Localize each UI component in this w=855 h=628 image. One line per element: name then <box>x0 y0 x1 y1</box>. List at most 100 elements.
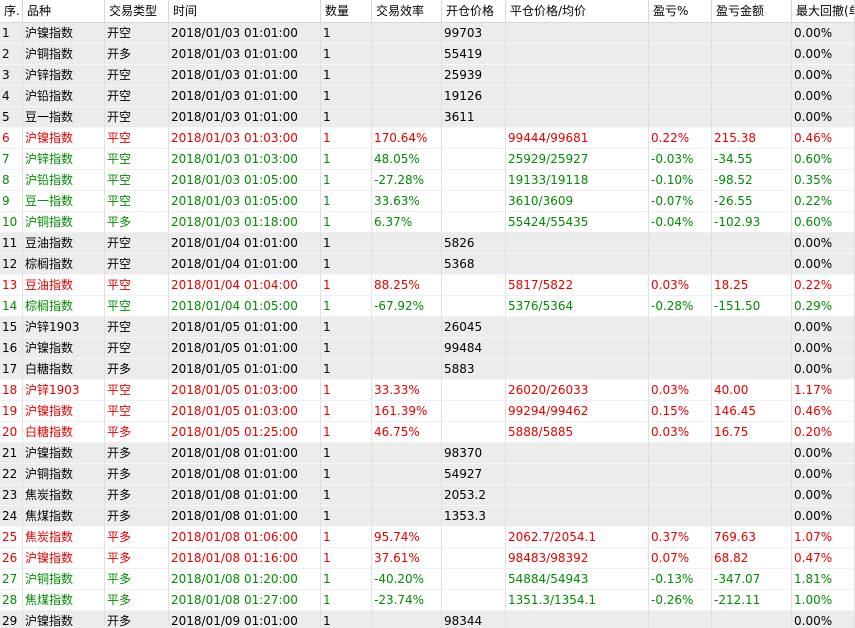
header-col-pnl-pct[interactable]: 盈亏% <box>649 0 712 22</box>
col-symbol-cell: 沪镍指数 <box>23 401 105 422</box>
table-row[interactable]: 9 豆一指数 平空 2018/01/03 01:05:00 1 33.63% 3610/36… <box>0 191 855 212</box>
col-efficiency-cell: 37.61% <box>372 548 442 569</box>
header-col-max-drawdown[interactable]: 最大回撤(单 <box>792 0 855 22</box>
header-col-open-price[interactable]: 开仓价格 <box>442 0 506 22</box>
col-symbol-cell: 沪铅指数 <box>23 86 105 107</box>
col-open-price-cell <box>442 296 506 317</box>
table-row[interactable]: 2 沪铜指数 开多 2018/01/03 01:01:00 1 55419 0.00% <box>0 44 855 65</box>
table-row[interactable]: 14 棕榈指数 平空 2018/01/04 01:05:00 1 -67.92% 5376/… <box>0 296 855 317</box>
table-row[interactable]: 19 沪镍指数 平空 2018/01/05 01:03:00 1 161.39% 99294… <box>0 401 855 422</box>
col-qty-cell: 1 <box>321 44 372 65</box>
col-index-cell: 8 <box>0 170 23 191</box>
col-time-cell: 2018/01/03 01:05:00 <box>169 191 321 212</box>
col-symbol-cell: 沪镍指数 <box>23 23 105 44</box>
col-pnl-amount-cell: 769.63 <box>712 527 792 548</box>
col-close-price-cell: 98483/98392 <box>506 548 649 569</box>
col-open-price-cell <box>442 275 506 296</box>
table-row[interactable]: 21 沪镍指数 开多 2018/01/08 01:01:00 1 98370 0.00% <box>0 443 855 464</box>
col-time-cell: 2018/01/08 01:01:00 <box>169 443 321 464</box>
table-row[interactable]: 13 豆油指数 平空 2018/01/04 01:04:00 1 88.25% 5817/5… <box>0 275 855 296</box>
col-open-price-cell <box>442 548 506 569</box>
col-symbol-cell: 豆油指数 <box>23 233 105 254</box>
table-row[interactable]: 3 沪锌指数 开空 2018/01/03 01:01:00 1 25939 0.00% <box>0 65 855 86</box>
table-row[interactable]: 25 焦炭指数 平多 2018/01/08 01:06:00 1 95.74% 2062.7… <box>0 527 855 548</box>
col-pnl-amount-cell <box>712 23 792 44</box>
table-row[interactable]: 22 沪铜指数 开多 2018/01/08 01:01:00 1 54927 0.00% <box>0 464 855 485</box>
col-max-drawdown-cell: 0.00% <box>792 506 855 527</box>
col-max-drawdown-cell: 1.81% <box>792 569 855 590</box>
col-efficiency-cell <box>372 65 442 86</box>
table-row[interactable]: 17 白糖指数 开多 2018/01/05 01:01:00 1 5883 0.00% <box>0 359 855 380</box>
table-row[interactable]: 27 沪铜指数 平多 2018/01/08 01:20:00 1 -40.20% 54884… <box>0 569 855 590</box>
table-row[interactable]: 29 沪镍指数 开多 2018/01/09 01:01:00 1 98344 0.00% <box>0 611 855 628</box>
col-pnl-amount-cell: 68.82 <box>712 548 792 569</box>
table-row[interactable]: 20 白糖指数 平多 2018/01/05 01:25:00 1 46.75% 5888/5… <box>0 422 855 443</box>
col-qty-cell: 1 <box>321 233 372 254</box>
table-row[interactable]: 11 豆油指数 开空 2018/01/04 01:01:00 1 5826 0.00% <box>0 233 855 254</box>
col-open-price-cell: 5368 <box>442 254 506 275</box>
col-index-cell: 15 <box>0 317 23 338</box>
col-trade-type-cell: 平空 <box>105 170 169 191</box>
col-pnl-amount-cell: -26.55 <box>712 191 792 212</box>
col-symbol-cell: 豆一指数 <box>23 191 105 212</box>
col-efficiency-cell: -23.74% <box>372 590 442 611</box>
col-close-price-cell <box>506 23 649 44</box>
header-col-qty[interactable]: 数量 <box>321 0 372 22</box>
col-pnl-pct-cell <box>649 44 712 65</box>
col-close-price-cell <box>506 86 649 107</box>
col-pnl-amount-cell: 18.25 <box>712 275 792 296</box>
col-qty-cell: 1 <box>321 527 372 548</box>
header-col-symbol[interactable]: 品种 <box>23 0 105 22</box>
table-row[interactable]: 5 豆一指数 开空 2018/01/03 01:01:00 1 3611 0.00% <box>0 107 855 128</box>
header-col-efficiency[interactable]: 交易效率 <box>372 0 442 22</box>
table-row[interactable]: 26 沪镍指数 平多 2018/01/08 01:16:00 1 37.61% 98483/… <box>0 548 855 569</box>
col-pnl-amount-cell <box>712 443 792 464</box>
table-row[interactable]: 23 焦炭指数 开多 2018/01/08 01:01:00 1 2053.2 0.00% <box>0 485 855 506</box>
col-pnl-pct-cell <box>649 86 712 107</box>
col-pnl-pct-cell: 0.15% <box>649 401 712 422</box>
table-row[interactable]: 8 沪铅指数 平空 2018/01/03 01:05:00 1 -27.28% 19133/… <box>0 170 855 191</box>
col-time-cell: 2018/01/08 01:20:00 <box>169 569 321 590</box>
col-pnl-amount-cell: 215.38 <box>712 128 792 149</box>
col-max-drawdown-cell: 0.00% <box>792 233 855 254</box>
col-open-price-cell: 25939 <box>442 65 506 86</box>
col-trade-type-cell: 平多 <box>105 527 169 548</box>
col-max-drawdown-cell: 0.00% <box>792 65 855 86</box>
col-time-cell: 2018/01/05 01:25:00 <box>169 422 321 443</box>
header-col-pnl-amount[interactable]: 盈亏金额 <box>712 0 792 22</box>
table-row[interactable]: 28 焦煤指数 平多 2018/01/08 01:27:00 1 -23.74% 1351.… <box>0 590 855 611</box>
header-col-index[interactable]: 序. <box>0 0 23 22</box>
table-row[interactable]: 15 沪锌1903 开空 2018/01/05 01:01:00 1 26045 0.00% <box>0 317 855 338</box>
col-efficiency-cell: 33.33% <box>372 380 442 401</box>
table-row[interactable]: 6 沪镍指数 平空 2018/01/03 01:03:00 1 170.64% 99444/… <box>0 128 855 149</box>
col-trade-type-cell: 平多 <box>105 422 169 443</box>
col-index-cell: 20 <box>0 422 23 443</box>
table-row[interactable]: 24 焦煤指数 开多 2018/01/08 01:01:00 1 1353.3 0.00% <box>0 506 855 527</box>
col-symbol-cell: 焦炭指数 <box>23 527 105 548</box>
col-time-cell: 2018/01/08 01:16:00 <box>169 548 321 569</box>
col-index-cell: 25 <box>0 527 23 548</box>
col-close-price-cell <box>506 611 649 628</box>
table-row[interactable]: 16 沪镍指数 开空 2018/01/05 01:01:00 1 99484 0.00% <box>0 338 855 359</box>
col-qty-cell: 1 <box>321 506 372 527</box>
col-close-price-cell: 55424/55435 <box>506 212 649 233</box>
col-open-price-cell <box>442 212 506 233</box>
table-row[interactable]: 7 沪锌指数 平空 2018/01/03 01:03:00 1 48.05% 25929/2… <box>0 149 855 170</box>
header-col-trade-type[interactable]: 交易类型 <box>105 0 169 22</box>
col-efficiency-cell: 48.05% <box>372 149 442 170</box>
table-row[interactable]: 10 沪铜指数 平多 2018/01/03 01:18:00 1 6.37% 55424/5… <box>0 212 855 233</box>
col-open-price-cell: 2053.2 <box>442 485 506 506</box>
col-trade-type-cell: 开多 <box>105 485 169 506</box>
col-open-price-cell <box>442 191 506 212</box>
header-col-close-price[interactable]: 平仓价格/均价 <box>506 0 649 22</box>
table-row[interactable]: 4 沪铅指数 开空 2018/01/03 01:01:00 1 19126 0.00% <box>0 86 855 107</box>
col-trade-type-cell: 平空 <box>105 149 169 170</box>
table-row[interactable]: 12 棕榈指数 开空 2018/01/04 01:01:00 1 5368 0.00% <box>0 254 855 275</box>
col-close-price-cell <box>506 107 649 128</box>
header-col-time[interactable]: 时间 <box>169 0 321 22</box>
col-open-price-cell <box>442 380 506 401</box>
table-row[interactable]: 1 沪镍指数 开空 2018/01/03 01:01:00 1 99703 0.00% <box>0 23 855 44</box>
table-row[interactable]: 18 沪锌1903 平空 2018/01/05 01:03:00 1 33.33% 2602… <box>0 380 855 401</box>
col-close-price-cell <box>506 65 649 86</box>
